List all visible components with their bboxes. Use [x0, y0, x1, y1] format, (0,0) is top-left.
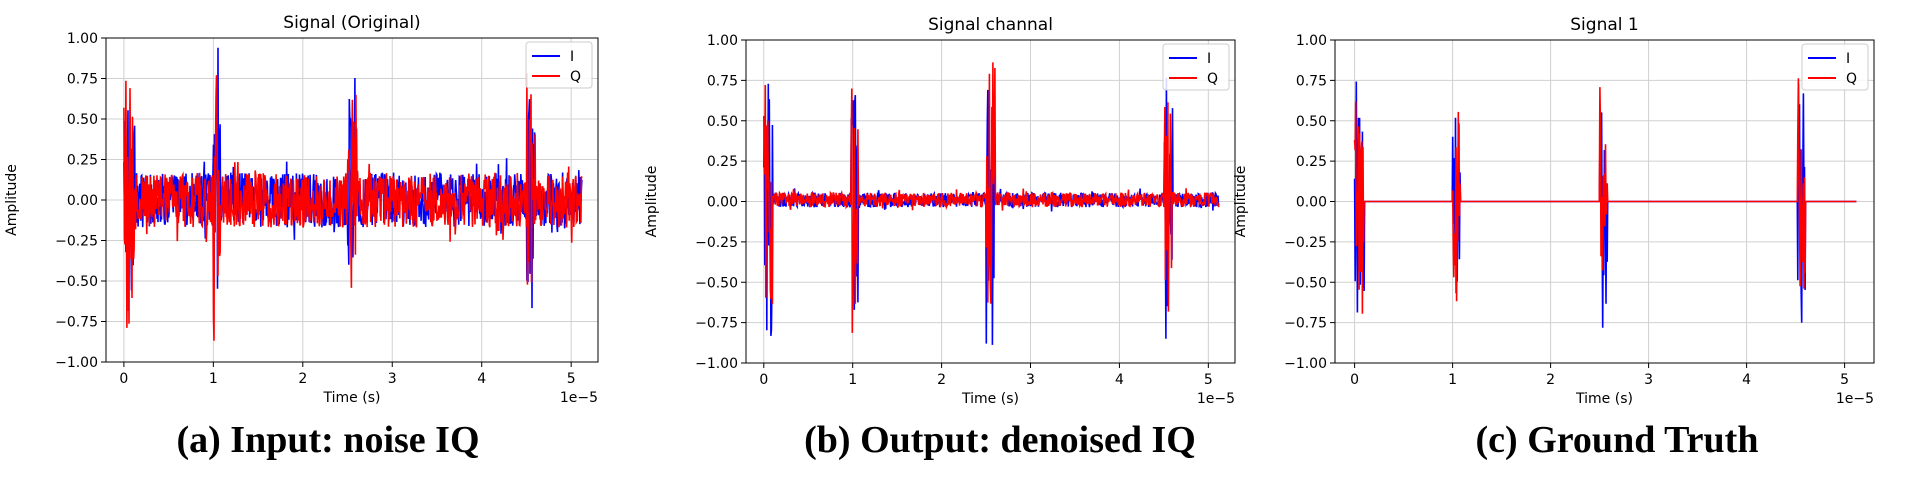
- x-tick-label: 2: [298, 371, 307, 387]
- x-tick-label: 4: [1742, 372, 1751, 388]
- y-tick-label: 1.00: [707, 33, 738, 49]
- x-axis-multiplier: 1e−5: [1197, 391, 1235, 407]
- y-tick-label: −0.75: [1284, 316, 1327, 332]
- series-I-line: [123, 47, 583, 312]
- caption-c: (c) Ground Truth: [1475, 419, 1759, 461]
- series-Q-line: [123, 73, 583, 341]
- legend-label-I: I: [1846, 51, 1850, 67]
- x-tick-label: 4: [1115, 372, 1124, 388]
- legend-label-Q: Q: [570, 69, 581, 85]
- y-tick-label: 0.75: [1296, 73, 1327, 89]
- y-tick-label: −0.75: [55, 315, 98, 331]
- chart-panel-3: 0 1 2 3 4 5 −1.00 −0.75 −0.50 −0.25 0.00 0.25 0.50 0.…: [1233, 15, 1875, 407]
- y-tick-label: 1.00: [1296, 33, 1327, 49]
- y-tick-label: −1.00: [55, 355, 98, 371]
- y-tick-label: 0.25: [1296, 154, 1327, 170]
- x-tick-label: 0: [1350, 372, 1359, 388]
- x-tick-label: 5: [1204, 372, 1213, 388]
- x-axis-label: Time (s): [961, 391, 1019, 407]
- chart-title: Signal 1: [1570, 15, 1638, 35]
- y-tick-label: 0.50: [1296, 114, 1327, 130]
- x-axis-label: Time (s): [1575, 391, 1633, 407]
- caption-a: (a) Input: noise IQ: [176, 419, 480, 461]
- x-tick-label: 2: [1546, 372, 1555, 388]
- x-tick-label: 0: [759, 372, 768, 388]
- y-tick-label: 0.50: [707, 114, 738, 130]
- caption-b: (b) Output: denoised IQ: [804, 419, 1196, 461]
- x-axis-label: Time (s): [323, 390, 381, 406]
- x-tick-label: 0: [119, 371, 128, 387]
- x-tick-label: 1: [209, 371, 218, 387]
- legend-box: [1801, 43, 1869, 91]
- x-tick-label: 4: [477, 371, 486, 387]
- legend-label-Q: Q: [1846, 71, 1857, 87]
- y-axis-label: Amplitude: [1233, 166, 1249, 238]
- chart-panel-1: 0 1 2 3 4 5 −1.00 −0.75 −0.50 −0.25 0.00 0.25 0.50 0.…: [4, 13, 599, 406]
- x-tick-label: 1: [848, 372, 857, 388]
- series-Q-line: [1353, 78, 1857, 314]
- y-tick-label: −0.25: [695, 235, 738, 251]
- y-tick-label: −1.00: [1284, 356, 1327, 372]
- y-tick-label: 0.50: [67, 112, 98, 128]
- x-tick-label: 3: [1026, 372, 1035, 388]
- y-tick-label: −0.25: [1284, 235, 1327, 251]
- y-tick-label: 0.75: [67, 72, 98, 88]
- legend-box: [525, 41, 593, 89]
- legend: IQ: [1801, 43, 1869, 91]
- y-axis-label: Amplitude: [4, 164, 20, 236]
- y-tick-label: 0.00: [707, 195, 738, 211]
- legend-label-I: I: [570, 49, 574, 65]
- y-tick-label: 0.00: [1296, 195, 1327, 211]
- x-axis-multiplier: 1e−5: [1836, 391, 1874, 407]
- y-tick-label: −1.00: [695, 356, 738, 372]
- y-tick-label: −0.50: [55, 274, 98, 290]
- x-tick-label: 3: [1644, 372, 1653, 388]
- charts-svg: 0 1 2 3 4 5 −1.00 −0.75 −0.50 −0.25 0.00 0.25 0.50 0.…: [4, 13, 1875, 407]
- x-axis-multiplier: 1e−5: [560, 390, 598, 406]
- y-axis-label: Amplitude: [644, 166, 660, 238]
- y-tick-label: −0.75: [695, 316, 738, 332]
- x-tick-label: 2: [937, 372, 946, 388]
- y-tick-label: 0.25: [67, 153, 98, 169]
- y-tick-label: −0.50: [695, 275, 738, 291]
- y-tick-label: 0.00: [67, 193, 98, 209]
- chart-panel-2: 0 1 2 3 4 5 −1.00 −0.75 −0.50 −0.25 0.00 0.25 0.50 0.…: [644, 15, 1236, 407]
- legend: IQ: [525, 41, 593, 89]
- y-tick-label: −0.25: [55, 234, 98, 250]
- chart-title: Signal channal: [928, 15, 1053, 35]
- y-tick-label: 0.75: [707, 73, 738, 89]
- y-tick-label: 1.00: [67, 31, 98, 47]
- x-tick-label: 1: [1448, 372, 1457, 388]
- chart-title: Signal (Original): [283, 13, 420, 33]
- y-tick-label: 0.25: [707, 154, 738, 170]
- series-Q-line: [763, 62, 1220, 333]
- legend-box: [1162, 43, 1230, 91]
- legend: IQ: [1162, 43, 1230, 91]
- legend-label-Q: Q: [1207, 71, 1218, 87]
- x-tick-label: 5: [567, 371, 576, 387]
- legend-label-I: I: [1207, 51, 1211, 67]
- y-tick-label: −0.50: [1284, 275, 1327, 291]
- x-tick-label: 5: [1840, 372, 1849, 388]
- x-tick-label: 3: [388, 371, 397, 387]
